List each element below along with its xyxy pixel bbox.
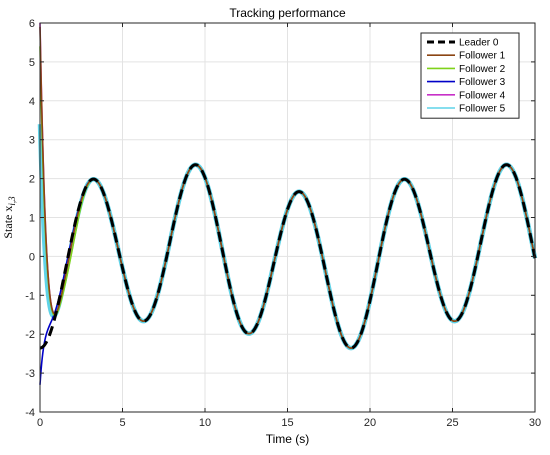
x-tick-label: 10 (199, 417, 211, 429)
y-tick-label: -4 (25, 407, 35, 419)
series-line-leader-0 (39, 163, 537, 350)
ticks: 0 5 10 15 20 25 30 -4 -3 -2 -1 0 1 2 3 4 5 6 (25, 18, 541, 429)
y-axis-label-subscript: i,3 (7, 196, 17, 206)
y-tick-label: 0 (29, 251, 35, 263)
y-tick-label: 6 (29, 18, 35, 30)
legend-entry: Follower 4 (459, 90, 506, 101)
y-tick-label: -3 (25, 368, 35, 380)
x-tick-label: 5 (119, 417, 125, 429)
y-axis-label: State xi,3 (1, 196, 17, 239)
legend-box (420, 32, 520, 119)
x-tick-label: 15 (281, 417, 293, 429)
x-tick-label: 30 (529, 417, 541, 429)
y-tick-label: -2 (25, 329, 35, 341)
y-tick-label: 5 (29, 57, 35, 69)
y-tick-label: 4 (29, 96, 35, 108)
legend-entry: Follower 3 (459, 77, 506, 88)
x-axis-label: Time (s) (266, 432, 310, 446)
x-tick-label: 25 (446, 417, 458, 429)
y-axis-label-main: State x (1, 206, 15, 239)
legend-entry: Follower 5 (459, 104, 506, 115)
x-tick-label: 0 (37, 417, 43, 429)
legend-entry: Leader 0 (459, 38, 499, 49)
legend: Leader 0 Follower 1 Follower 2 Follower 3 Fo… (420, 32, 520, 119)
y-tick-label: 3 (29, 135, 35, 147)
y-tick-label: 2 (29, 174, 35, 186)
x-tick-label: 20 (364, 417, 376, 429)
y-tick-label: 1 (29, 213, 35, 225)
legend-entry: Follower 1 (459, 51, 506, 62)
y-tick-label: -1 (25, 290, 35, 302)
chart-title: Tracking performance (229, 6, 346, 20)
legend-entry: Follower 2 (459, 64, 506, 75)
series-lines (37, 22, 538, 385)
